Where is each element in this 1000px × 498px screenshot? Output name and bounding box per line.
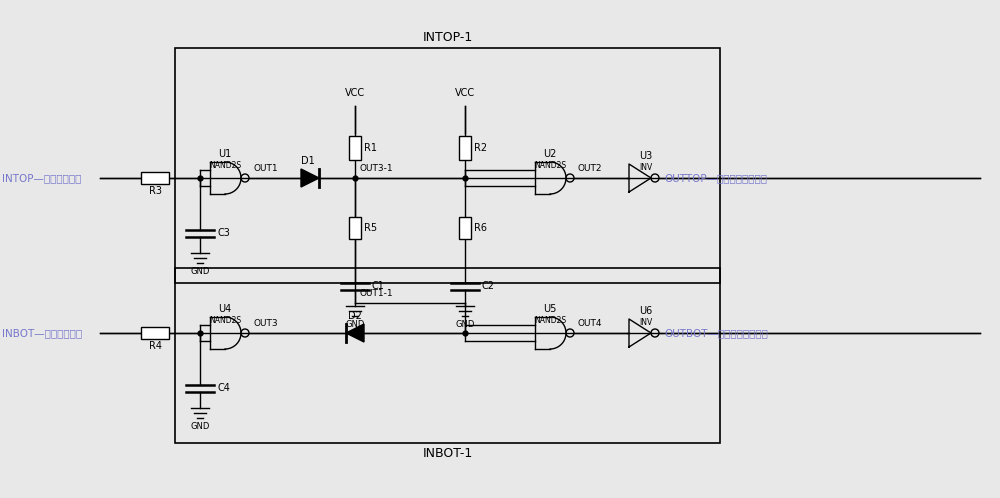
Text: NAND2S: NAND2S [534, 316, 566, 325]
Text: D1: D1 [301, 156, 315, 166]
Bar [459, 217, 471, 239]
Text: R2: R2 [474, 143, 487, 153]
Text: OUT3: OUT3 [254, 319, 279, 328]
Polygon shape [346, 324, 364, 342]
Text: U3: U3 [639, 151, 653, 161]
Text: OUT2: OUT2 [578, 164, 602, 173]
Text: OUTBOT—下桥驱动输出信号: OUTBOT—下桥驱动输出信号 [664, 328, 768, 338]
Text: INTOP-1: INTOP-1 [422, 31, 473, 44]
Text: C1: C1 [372, 281, 385, 291]
Bar [349, 217, 361, 239]
Text: R1: R1 [364, 143, 377, 153]
Bar [349, 136, 361, 160]
Text: OUT1-1: OUT1-1 [360, 289, 394, 298]
Polygon shape [301, 169, 319, 187]
Text: OUT1: OUT1 [254, 164, 279, 173]
Text: OUT4: OUT4 [578, 319, 602, 328]
Text: INV: INV [639, 318, 653, 327]
Text: NAND2S: NAND2S [534, 161, 566, 170]
Text: U6: U6 [639, 306, 653, 316]
Text: R6: R6 [474, 223, 487, 233]
Text: R4: R4 [148, 341, 162, 351]
Text: INTOP—上桥输入信号: INTOP—上桥输入信号 [2, 173, 81, 183]
Text: NAND2S: NAND2S [209, 161, 241, 170]
Text: NAND2S: NAND2S [209, 316, 241, 325]
Bar [141, 172, 169, 184]
Bar [175, 268, 720, 443]
Text: GND: GND [455, 320, 475, 329]
Text: C4: C4 [217, 383, 230, 393]
Bar [141, 327, 169, 339]
Bar [459, 136, 471, 160]
Text: OUT3-1: OUT3-1 [360, 164, 394, 173]
Text: U1: U1 [218, 149, 232, 159]
Text: C2: C2 [482, 281, 495, 291]
Bar [175, 48, 720, 283]
Text: R3: R3 [148, 186, 162, 196]
Text: C3: C3 [217, 228, 230, 238]
Text: INBOT-1: INBOT-1 [422, 447, 473, 460]
Text: INV: INV [639, 163, 653, 172]
Text: U5: U5 [543, 304, 557, 314]
Text: OUTTOP—上桥驱动输出信号: OUTTOP—上桥驱动输出信号 [664, 173, 767, 183]
Text: D2: D2 [348, 311, 362, 321]
Text: INBOT—下桥输入信号: INBOT—下桥输入信号 [2, 328, 82, 338]
Text: GND: GND [345, 320, 365, 329]
Text: GND: GND [190, 422, 210, 431]
Text: U2: U2 [543, 149, 557, 159]
Text: GND: GND [190, 267, 210, 276]
Text: VCC: VCC [455, 88, 475, 98]
Text: VCC: VCC [345, 88, 365, 98]
Text: U4: U4 [218, 304, 232, 314]
Text: R5: R5 [364, 223, 377, 233]
